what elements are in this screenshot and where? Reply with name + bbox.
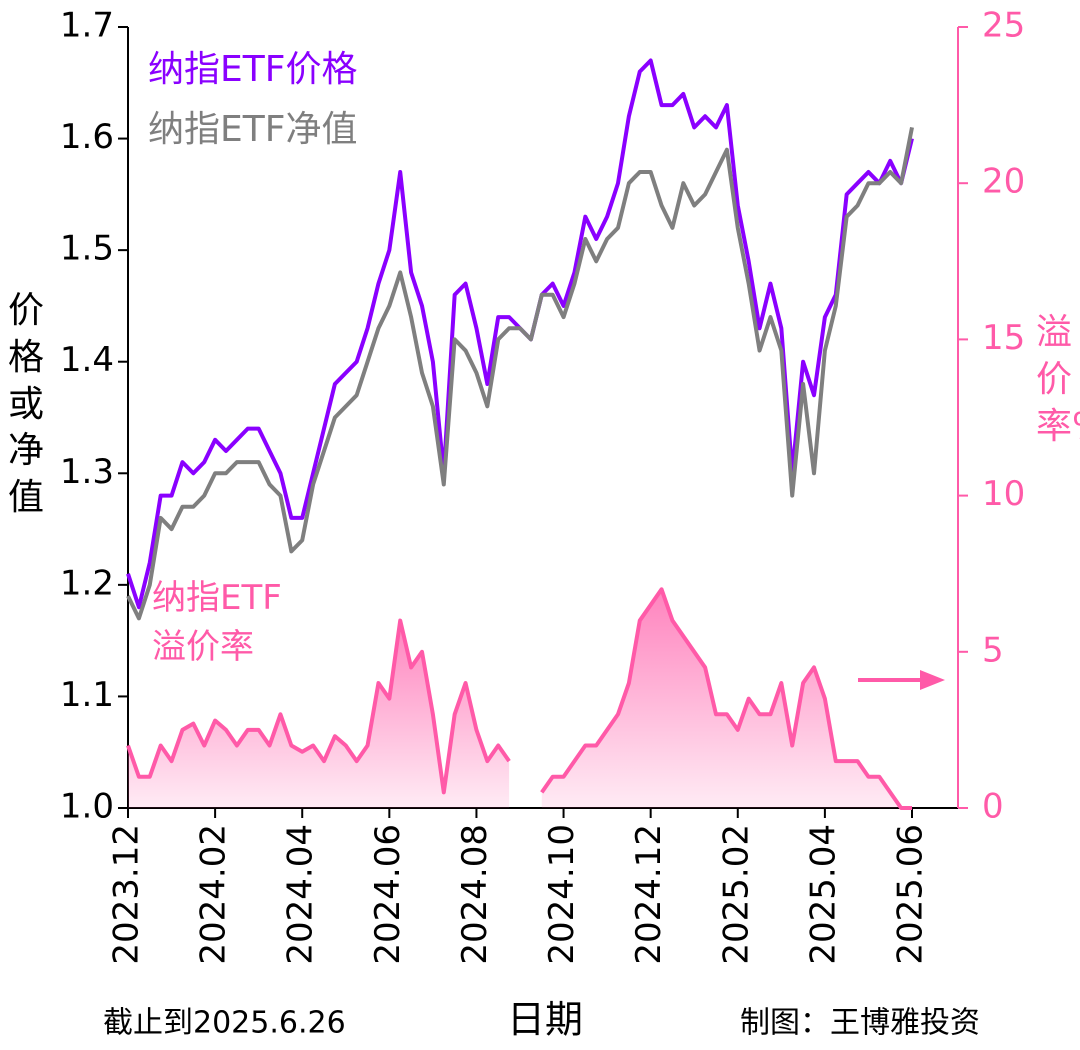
y-tick-label: 1.0 bbox=[60, 787, 114, 827]
x-tick-label: 2025.06 bbox=[891, 824, 931, 965]
y-tick-label: 1.4 bbox=[60, 340, 114, 380]
arrow-head bbox=[920, 670, 945, 690]
y2-axis-label: 溢价率% bbox=[1036, 312, 1080, 447]
x-tick-label: 2024.12 bbox=[629, 824, 669, 965]
x-tick-label: 2024.10 bbox=[542, 824, 582, 965]
line bbox=[126, 618, 511, 795]
y-tick-label: 1.1 bbox=[60, 675, 114, 715]
x-tick-label: 2024.02 bbox=[194, 824, 234, 965]
x-axis-label: 日期 bbox=[507, 998, 583, 1042]
x-tick-label: 2024.04 bbox=[281, 824, 321, 965]
y-tick-label: 1.5 bbox=[60, 229, 114, 269]
x-tick-label: 2025.04 bbox=[803, 824, 843, 965]
legend-label: 纳指ETF溢价率 bbox=[152, 578, 282, 668]
x-tick-label: 2024.08 bbox=[455, 824, 495, 965]
y2-tick-label: 20 bbox=[982, 162, 1025, 202]
area bbox=[128, 620, 510, 808]
y2-tick-label: 15 bbox=[982, 318, 1025, 358]
line bbox=[540, 587, 912, 810]
y-tick-label: 1.6 bbox=[60, 117, 114, 157]
y-tick-label: 1.7 bbox=[60, 6, 114, 46]
y2-tick-label: 0 bbox=[982, 787, 1004, 827]
x-tick-label: 2025.02 bbox=[716, 824, 756, 965]
y2-tick-label: 10 bbox=[982, 474, 1025, 514]
legend-label: 纳指ETF价格 bbox=[148, 49, 358, 90]
line bbox=[126, 127, 914, 621]
y-axis-label: 价格或净值 bbox=[8, 290, 45, 519]
y-tick-label: 1.3 bbox=[60, 452, 114, 492]
x-tick-label: 2023.12 bbox=[107, 824, 147, 965]
y2-tick-label: 25 bbox=[982, 6, 1025, 46]
y-tick-label: 1.2 bbox=[60, 563, 114, 603]
y2-tick-label: 5 bbox=[982, 630, 1004, 670]
area bbox=[541, 589, 912, 808]
note: 制图：王博雅投资 bbox=[740, 1006, 980, 1041]
note: 截止到2025.6.26 bbox=[103, 1006, 346, 1041]
legend-label: 纳指ETF净值 bbox=[148, 109, 358, 150]
x-tick-label: 2024.06 bbox=[368, 824, 408, 965]
